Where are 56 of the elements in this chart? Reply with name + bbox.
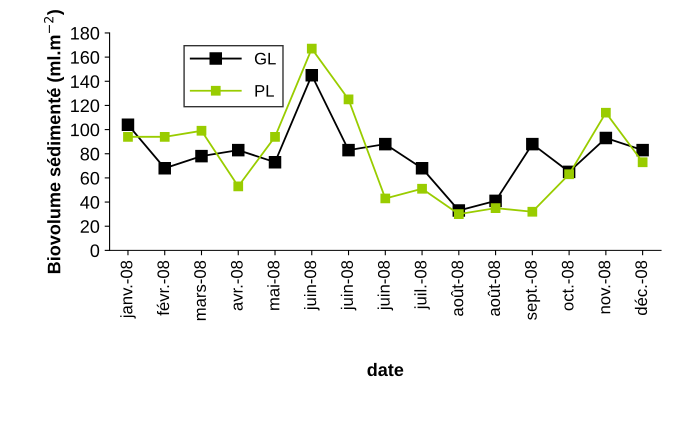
point	[417, 184, 427, 194]
point	[268, 156, 282, 168]
legend-label: GL	[254, 52, 276, 65]
y-tick-label: 60	[80, 172, 100, 185]
y-tick-label: 160	[71, 51, 100, 64]
y-tick-label: 40	[80, 196, 100, 209]
point	[527, 206, 538, 217]
y-tick-label: 120	[71, 99, 100, 112]
y-tick-label: 180	[71, 26, 100, 40]
x-tick-label: janv.-08	[120, 260, 136, 319]
x-tick-label: déc.-08	[634, 260, 648, 315]
point	[232, 144, 244, 156]
point	[490, 203, 500, 213]
y-tick-label: 0	[90, 244, 100, 258]
point	[601, 108, 611, 118]
point	[196, 126, 206, 136]
point	[122, 118, 134, 132]
point	[636, 144, 649, 156]
x-tick-label: oct.-08	[562, 260, 574, 310]
x-tick-label: mai-08	[267, 260, 280, 310]
point	[379, 138, 392, 150]
point	[526, 138, 539, 150]
x-tick-label: sept.-08	[525, 260, 540, 320]
x-tick-label: avr.-08	[230, 260, 243, 310]
x-tick-label: août-08	[450, 260, 464, 316]
x-tick-label: févr.-08	[156, 260, 170, 316]
point	[454, 209, 464, 220]
x-tick-label: juil.-08	[414, 260, 430, 310]
x-tick-label: août-08	[488, 260, 500, 316]
y-tick-label: 140	[71, 75, 100, 88]
point	[564, 169, 574, 180]
x-tick-label: juin-08	[304, 260, 320, 311]
x-axis-title: date	[367, 362, 404, 376]
point	[123, 132, 133, 142]
point	[380, 194, 390, 204]
x-tick-label: mars-08	[194, 260, 206, 320]
point	[195, 150, 208, 162]
point	[342, 144, 355, 156]
point	[638, 157, 648, 168]
point	[306, 44, 317, 54]
y-tick-label: 20	[80, 220, 100, 233]
x-tick-label: nov.-08	[598, 260, 610, 314]
point	[344, 94, 354, 104]
point	[158, 162, 171, 174]
point	[416, 162, 428, 174]
y-axis-title: Biovolume sédimenté (ml.m$^{−2}$)	[44, 10, 64, 274]
point	[600, 132, 612, 144]
point	[306, 68, 318, 82]
y-tick-label: 100	[71, 124, 100, 136]
point	[160, 132, 170, 142]
y-tick-label: 80	[80, 148, 100, 160]
point	[270, 132, 280, 142]
x-tick-label: juin-08	[340, 260, 356, 311]
point	[233, 182, 244, 192]
x-tick-label: juin-08	[378, 260, 394, 311]
legend-label: PL	[255, 85, 274, 97]
